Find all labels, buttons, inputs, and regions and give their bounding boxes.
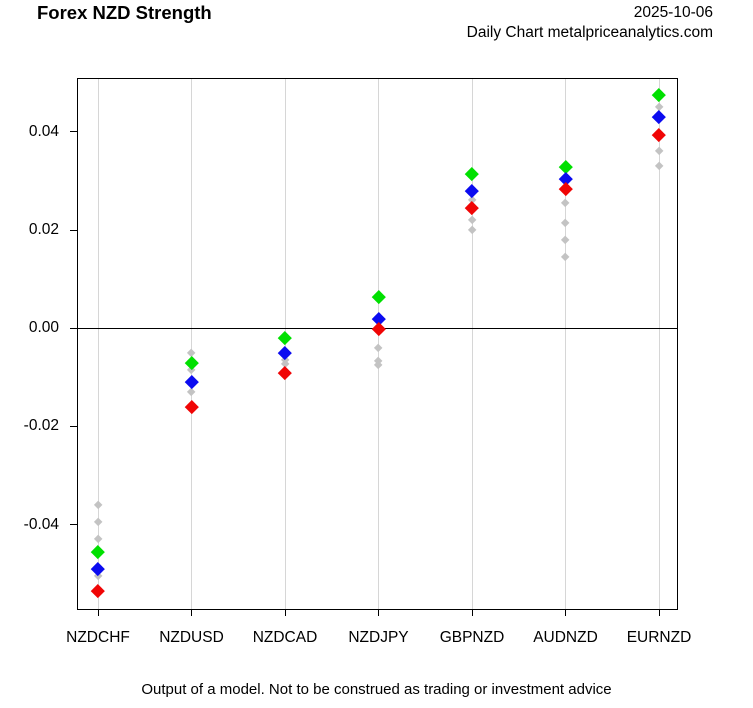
gridline — [378, 77, 379, 609]
gridline — [471, 77, 473, 609]
chart-source: Daily Chart metalpriceanalytics.com — [466, 24, 713, 41]
x-axis-tick — [97, 609, 99, 616]
y-axis-tick — [69, 131, 77, 133]
x-axis-tick — [658, 609, 660, 616]
y-axis-tick — [69, 327, 77, 329]
gridline — [565, 77, 566, 609]
y-axis-tick — [69, 425, 77, 427]
x-axis-tick — [378, 609, 379, 616]
chart-header-right: 2025-10-06 Daily Chart metalpriceanalyti… — [467, 3, 713, 43]
x-axis-category-label: EURNZD — [626, 629, 692, 646]
y-axis-tick-label: 0.00 — [28, 319, 59, 337]
x-axis-tick — [471, 609, 473, 616]
x-axis-tick — [191, 609, 192, 616]
gridline — [658, 77, 660, 609]
y-axis-tick-label: -0.02 — [23, 417, 59, 435]
gridline — [97, 77, 99, 609]
chart-date: 2025-10-06 — [633, 4, 713, 21]
x-axis-tick — [284, 609, 286, 616]
x-axis-category-label: NZDCAD — [252, 629, 318, 646]
disclaimer-text: Output of a model. Not to be construed a… — [141, 681, 612, 698]
x-axis-category-label: GBPNZD — [439, 629, 505, 646]
x-axis-category-label: NZDUSD — [159, 629, 224, 646]
gridline — [191, 77, 192, 609]
y-axis-tick — [69, 524, 77, 526]
y-axis-tick-label: 0.02 — [28, 221, 59, 239]
x-axis-tick — [565, 609, 566, 616]
plot-area-border — [76, 77, 678, 610]
y-axis-tick — [69, 229, 77, 231]
x-axis-category-label: NZDCHF — [66, 629, 130, 646]
y-axis-tick-label: 0.04 — [28, 122, 59, 140]
chart-title: Forex NZD Strength — [37, 2, 212, 23]
x-axis-category-label: NZDJPY — [348, 629, 409, 646]
y-axis-tick-label: -0.04 — [23, 515, 59, 533]
x-axis-category-label: AUDNZD — [533, 629, 598, 646]
